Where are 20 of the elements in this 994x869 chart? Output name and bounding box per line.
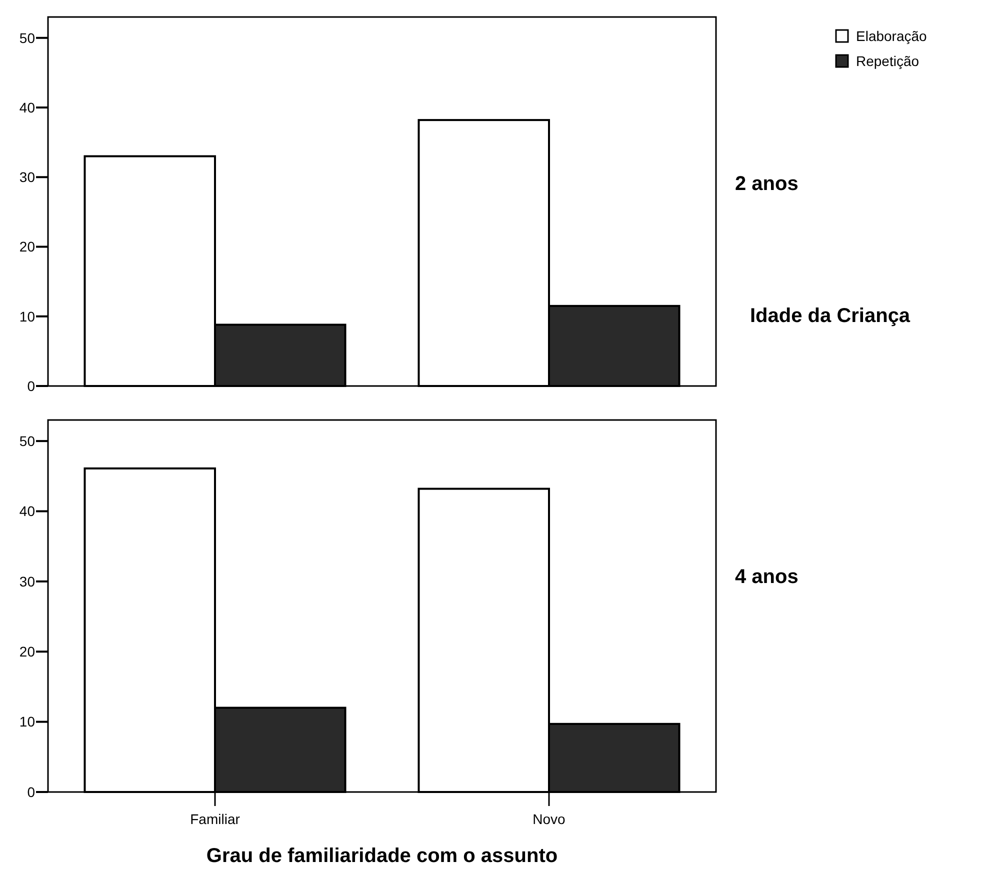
legend-label: Elaboração [856,28,928,44]
x-tick-label: Familiar [190,811,240,827]
y-tick-label: 10 [19,308,36,324]
text: 2 anos [735,173,798,195]
y-tick-label: 30 [19,573,36,590]
y-tick-label: 20 [19,238,36,255]
text: 4 anos [735,566,798,588]
y-tick-label: 10 [19,714,36,730]
y-tick-label: 20 [19,644,36,660]
legend-label: Repetição [856,53,920,69]
y-tick-label: 30 [19,169,36,186]
y-tick-label: 50 [19,30,36,46]
y-tick-label: 0 [27,378,36,394]
y-tick-label: 40 [19,99,36,116]
text: Idade da Criança [750,305,911,327]
y-tick-label: 40 [19,503,36,520]
y-tick-label: 0 [27,784,36,800]
y-tick-label: 50 [19,432,36,449]
x-axis-title: Grau de familiaridade com o assunto [206,845,558,867]
x-tick-label: Novo [532,811,566,827]
